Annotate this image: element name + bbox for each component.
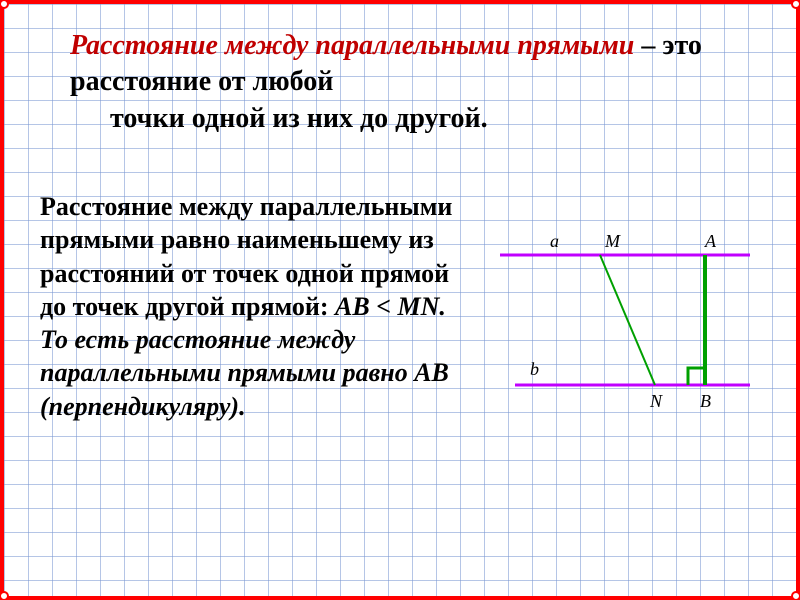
title-term: Расстояние между параллельными прямыми [70,30,634,61]
label-b: b [530,359,539,379]
segment-mn [600,255,655,385]
corner-dot-br [791,591,800,600]
label-a: a [550,231,559,251]
label-A: A [704,231,717,251]
diagram-svg: a b M A N B [500,225,760,425]
diagram: a b M A N B [500,225,760,425]
label-B: B [700,391,711,411]
title-dash: – [634,30,662,61]
corner-dot-bl [0,591,9,600]
body-text: Расстояние между параллельными прямыми р… [40,190,470,423]
label-M: M [604,231,621,251]
corner-dot-tr [791,0,800,9]
title-rest-2: точки одной из них до другой. [70,103,488,134]
label-N: N [649,391,663,411]
content-layer: Расстояние между параллельными прямыми –… [0,0,800,600]
perp-mark [688,368,705,385]
title-block: Расстояние между параллельными прямыми –… [70,28,770,137]
slide-page: Расстояние между параллельными прямыми –… [0,0,800,600]
